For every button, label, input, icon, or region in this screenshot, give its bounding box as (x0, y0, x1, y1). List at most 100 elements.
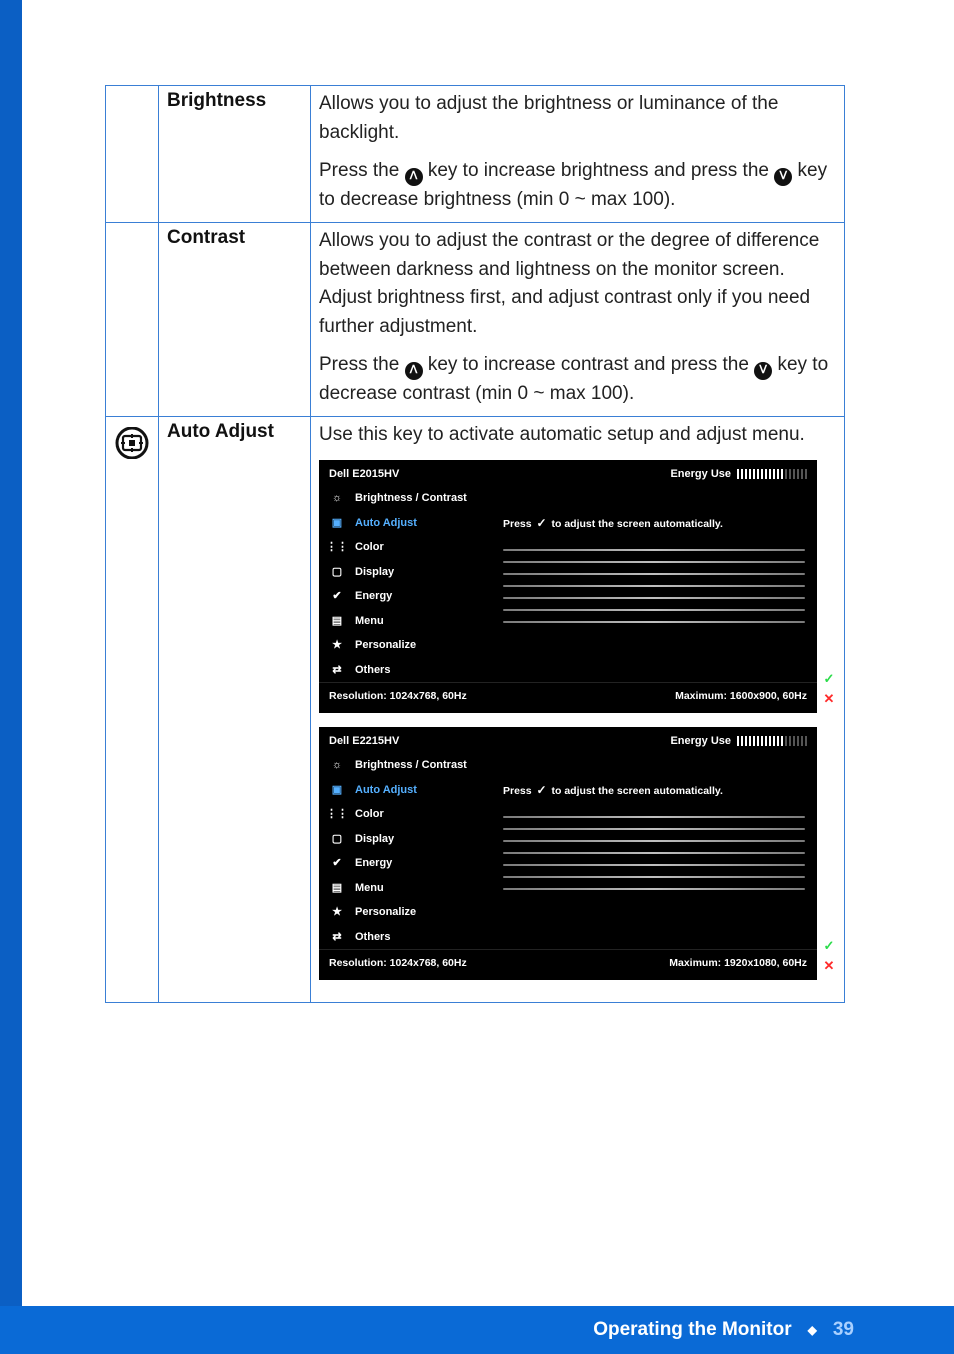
osd-energy-label: Energy Use (670, 466, 731, 483)
display-icon: ▢ (329, 831, 345, 848)
osd-menu-personalize[interactable]: ★ Personalize (319, 900, 497, 925)
osd-menu-brightness[interactable]: ☼ Brightness / Contrast (319, 753, 497, 778)
down-key-icon: ᐯ (774, 168, 792, 186)
separator-line (503, 609, 805, 611)
table-row: Auto Adjust Use this key to activate aut… (106, 417, 845, 1003)
osd-resolution: Resolution: 1024x768, 60Hz (329, 956, 467, 972)
nav-ok-button[interactable]: ✓ (821, 938, 837, 954)
auto-adjust-icon: ▣ (329, 782, 345, 799)
osd-press-line: Press ✓ to adjust the screen automatical… (503, 510, 805, 539)
osd-footer: Resolution: 1024x768, 60Hz Maximum: 1920… (319, 949, 817, 980)
row-icon-cell (106, 417, 159, 1003)
osd-body: ☼ Brightness / Contrast ▣ Auto Adjust ⋮⋮… (319, 486, 817, 682)
osd-menu-display[interactable]: ▢ Display (319, 560, 497, 585)
osd-energy: Energy Use (670, 733, 807, 750)
energy-icon: ✔ (329, 855, 345, 872)
nav-up-button[interactable]: ᐱ (821, 631, 837, 647)
nav-ok-button[interactable]: ✓ (821, 671, 837, 687)
others-icon: ⇄ (329, 662, 345, 679)
autoadjust-desc: Use this key to activate automatic setup… (319, 421, 836, 450)
down-key-icon: ᐯ (754, 362, 772, 380)
separator-line (503, 573, 805, 575)
osd-menu: ☼ Brightness / Contrast ▣ Auto Adjust ⋮⋮… (319, 753, 497, 949)
separator-line (503, 852, 805, 854)
separator-line (503, 621, 805, 623)
osd-menu-menu[interactable]: ▤ Menu (319, 876, 497, 901)
row-desc-brightness: Allows you to adjust the brightness or l… (311, 86, 845, 223)
brightness-icon: ☼ (329, 490, 345, 507)
osd-body: ☼ Brightness / Contrast ▣ Auto Adjust ⋮⋮… (319, 753, 817, 949)
page-footer: Operating the Monitor ◆ 39 (0, 1306, 954, 1354)
osd-header: Dell E2015HV Energy Use (319, 460, 817, 487)
osd-menu-personalize[interactable]: ★ Personalize (319, 633, 497, 658)
nav-close-button[interactable]: ✕ (821, 691, 837, 707)
table-row: Contrast Allows you to adjust the contra… (106, 223, 845, 417)
osd-maximum: Maximum: 1920x1080, 60Hz (669, 956, 807, 972)
osd-title: Dell E2215HV (329, 733, 399, 750)
energy-bar-icon (737, 469, 807, 479)
energy-bar-icon (737, 736, 807, 746)
row-label-brightness: Brightness (159, 86, 311, 223)
display-icon: ▢ (329, 564, 345, 581)
settings-table: Brightness Allows you to adjust the brig… (105, 85, 845, 1003)
auto-adjust-icon: ▣ (329, 515, 345, 532)
star-icon: ★ (329, 637, 345, 654)
osd-menu-others[interactable]: ⇄ Others (319, 658, 497, 683)
row-desc-autoadjust: Use this key to activate automatic setup… (311, 417, 845, 1003)
separator-line (503, 561, 805, 563)
osd-menu-brightness[interactable]: ☼ Brightness / Contrast (319, 486, 497, 511)
osd-content: Press ✓ to adjust the screen automatical… (497, 753, 817, 949)
up-key-icon: ᐱ (405, 362, 423, 380)
osd-panel-1: Dell E2015HV Energy Use ☼ Brightness / C… (319, 460, 817, 713)
nav-down-button[interactable]: ᐯ (821, 918, 837, 934)
left-blue-band (0, 0, 22, 1354)
separator-line (503, 876, 805, 878)
osd-title: Dell E2015HV (329, 466, 399, 483)
menu-icon: ▤ (329, 880, 345, 897)
osd-press-line: Press ✓ to adjust the screen automatical… (503, 777, 805, 806)
brightness-desc-1: Allows you to adjust the brightness or l… (319, 90, 836, 147)
osd-menu-autoadjust[interactable]: ▣ Auto Adjust (319, 511, 497, 536)
separator-line (503, 597, 805, 599)
up-key-icon: ᐱ (405, 168, 423, 186)
osd-side-buttons: ᐱ ᐯ ✓ ✕ (821, 631, 837, 707)
energy-icon: ✔ (329, 588, 345, 605)
color-icon: ⋮⋮ (329, 539, 345, 556)
nav-close-button[interactable]: ✕ (821, 958, 837, 974)
footer-title: Operating the Monitor (593, 1319, 791, 1341)
star-icon: ★ (329, 904, 345, 921)
osd-menu-energy[interactable]: ✔ Energy (319, 584, 497, 609)
osd-menu-display[interactable]: ▢ Display (319, 827, 497, 852)
osd-energy: Energy Use (670, 466, 807, 483)
osd-menu-color[interactable]: ⋮⋮ Color (319, 802, 497, 827)
osd-energy-label: Energy Use (670, 733, 731, 750)
osd-header: Dell E2215HV Energy Use (319, 727, 817, 754)
table-row: Brightness Allows you to adjust the brig… (106, 86, 845, 223)
separator-line (503, 828, 805, 830)
osd-menu-energy[interactable]: ✔ Energy (319, 851, 497, 876)
osd-menu-color[interactable]: ⋮⋮ Color (319, 535, 497, 560)
page-number: 39 (833, 1319, 854, 1341)
osd-menu-menu[interactable]: ▤ Menu (319, 609, 497, 634)
contrast-desc-2: Press the ᐱ key to increase contrast and… (319, 351, 836, 408)
nav-up-button[interactable]: ᐱ (821, 898, 837, 914)
separator-line (503, 888, 805, 890)
check-icon: ✓ (535, 516, 549, 530)
osd-menu-autoadjust[interactable]: ▣ Auto Adjust (319, 778, 497, 803)
menu-icon: ▤ (329, 613, 345, 630)
row-icon-cell (106, 223, 159, 417)
nav-down-button[interactable]: ᐯ (821, 651, 837, 667)
row-desc-contrast: Allows you to adjust the contrast or the… (311, 223, 845, 417)
osd-content: Press ✓ to adjust the screen automatical… (497, 486, 817, 682)
row-label-autoadjust: Auto Adjust (159, 417, 311, 1003)
separator-line (503, 864, 805, 866)
osd-panel-2: Dell E2215HV Energy Use ☼ Brightness / C… (319, 727, 817, 980)
separator-line (503, 585, 805, 587)
brightness-desc-2: Press the ᐱ key to increase brightness a… (319, 157, 836, 214)
osd-resolution: Resolution: 1024x768, 60Hz (329, 689, 467, 705)
document-page: Brightness Allows you to adjust the brig… (0, 0, 954, 1354)
row-label-contrast: Contrast (159, 223, 311, 417)
row-icon-cell (106, 86, 159, 223)
osd-menu-others[interactable]: ⇄ Others (319, 925, 497, 950)
osd-side-buttons: ᐱ ᐯ ✓ ✕ (821, 898, 837, 974)
